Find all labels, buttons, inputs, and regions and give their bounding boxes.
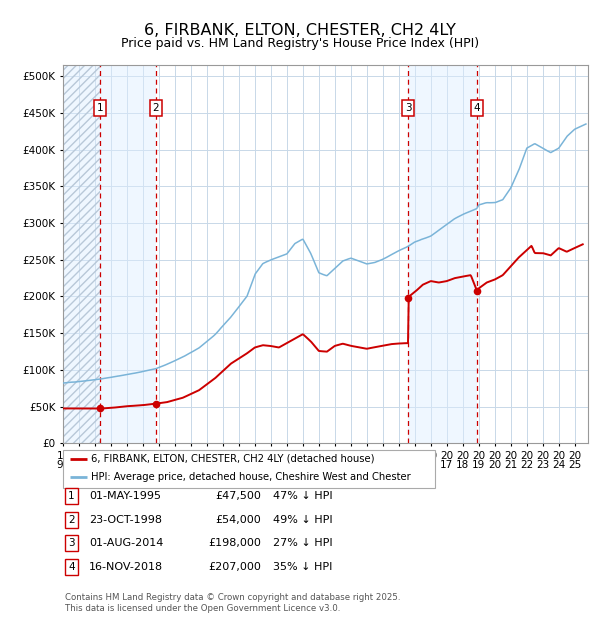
Text: 1: 1 — [68, 491, 75, 501]
Text: £198,000: £198,000 — [208, 538, 261, 548]
Text: 2: 2 — [68, 515, 75, 525]
Text: 27% ↓ HPI: 27% ↓ HPI — [273, 538, 332, 548]
Text: 6, FIRBANK, ELTON, CHESTER, CH2 4LY: 6, FIRBANK, ELTON, CHESTER, CH2 4LY — [144, 23, 456, 38]
Text: 47% ↓ HPI: 47% ↓ HPI — [273, 491, 332, 501]
Text: 35% ↓ HPI: 35% ↓ HPI — [273, 562, 332, 572]
Text: £54,000: £54,000 — [215, 515, 261, 525]
Text: 3: 3 — [405, 103, 412, 113]
Text: 4: 4 — [473, 103, 480, 113]
Bar — [63, 65, 100, 443]
Text: HPI: Average price, detached house, Cheshire West and Chester: HPI: Average price, detached house, Ches… — [91, 472, 410, 482]
Bar — [100, 65, 156, 443]
Text: 2: 2 — [152, 103, 159, 113]
Text: £47,500: £47,500 — [215, 491, 261, 501]
Text: 1: 1 — [97, 103, 104, 113]
Text: 01-MAY-1995: 01-MAY-1995 — [89, 491, 161, 501]
Text: 23-OCT-1998: 23-OCT-1998 — [89, 515, 162, 525]
Text: Price paid vs. HM Land Registry's House Price Index (HPI): Price paid vs. HM Land Registry's House … — [121, 37, 479, 50]
Text: 49% ↓ HPI: 49% ↓ HPI — [273, 515, 332, 525]
Text: 3: 3 — [68, 538, 75, 548]
Text: Contains HM Land Registry data © Crown copyright and database right 2025.
This d: Contains HM Land Registry data © Crown c… — [65, 593, 400, 613]
Text: 01-AUG-2014: 01-AUG-2014 — [89, 538, 163, 548]
Bar — [63, 65, 100, 443]
Text: 16-NOV-2018: 16-NOV-2018 — [89, 562, 163, 572]
Text: 6, FIRBANK, ELTON, CHESTER, CH2 4LY (detached house): 6, FIRBANK, ELTON, CHESTER, CH2 4LY (det… — [91, 454, 374, 464]
Bar — [408, 65, 477, 443]
Text: £207,000: £207,000 — [208, 562, 261, 572]
Text: 4: 4 — [68, 562, 75, 572]
